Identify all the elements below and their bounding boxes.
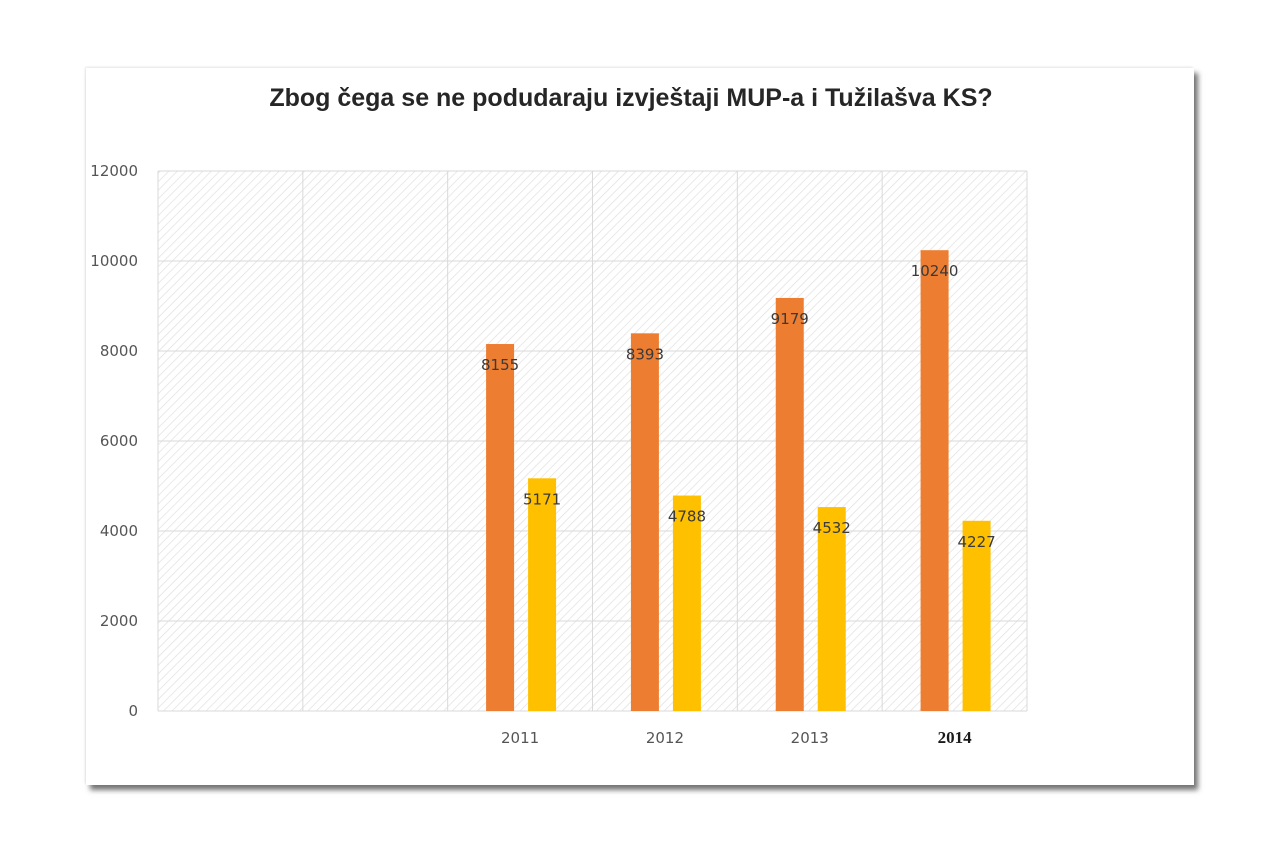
data-label: 8393 (626, 345, 664, 363)
data-label: 8155 (481, 356, 519, 374)
y-tick-label: 4000 (100, 522, 138, 540)
y-tick-label: 0 (128, 702, 138, 720)
x-tick-label: 2014 (938, 728, 973, 747)
y-tick-label: 12000 (90, 162, 138, 180)
x-tick-label: 2011 (501, 729, 539, 747)
x-tick-label: 2013 (791, 729, 829, 747)
data-label: 5171 (523, 490, 561, 508)
bar-series-1-2012 (630, 333, 659, 711)
data-label: 9179 (771, 310, 809, 328)
y-tick-label: 2000 (100, 612, 138, 630)
bar-series-1-2013 (775, 297, 804, 711)
data-label: 10240 (911, 262, 959, 280)
data-label: 4788 (668, 508, 706, 526)
chart-title: Zbog čega se ne podudaraju izvještaji MU… (269, 84, 993, 112)
y-tick-label: 10000 (90, 252, 138, 270)
data-label: 4227 (957, 533, 995, 551)
bar-series-2-2013 (817, 507, 846, 711)
x-tick-label: 2012 (646, 729, 684, 747)
bar-series-1-2014 (920, 250, 949, 711)
bar-series-2-2012 (672, 495, 701, 711)
bar-series-1-2011 (486, 344, 515, 711)
data-label: 4532 (813, 519, 851, 537)
y-tick-label: 6000 (100, 432, 138, 450)
bar-series-2-2014 (962, 520, 991, 711)
bar-series-2-2011 (528, 478, 557, 711)
y-tick-label: 8000 (100, 342, 138, 360)
